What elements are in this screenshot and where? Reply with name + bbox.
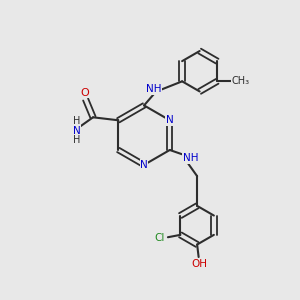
Text: N: N xyxy=(73,126,81,136)
Text: N: N xyxy=(166,115,174,125)
Text: Cl: Cl xyxy=(154,233,165,243)
Text: OH: OH xyxy=(191,259,207,269)
Text: O: O xyxy=(81,88,89,98)
Text: N: N xyxy=(140,160,148,170)
Text: NH: NH xyxy=(146,84,161,94)
Text: H: H xyxy=(73,136,80,146)
Text: H: H xyxy=(73,116,80,126)
Text: CH₃: CH₃ xyxy=(231,76,249,86)
Text: NH: NH xyxy=(183,153,198,163)
